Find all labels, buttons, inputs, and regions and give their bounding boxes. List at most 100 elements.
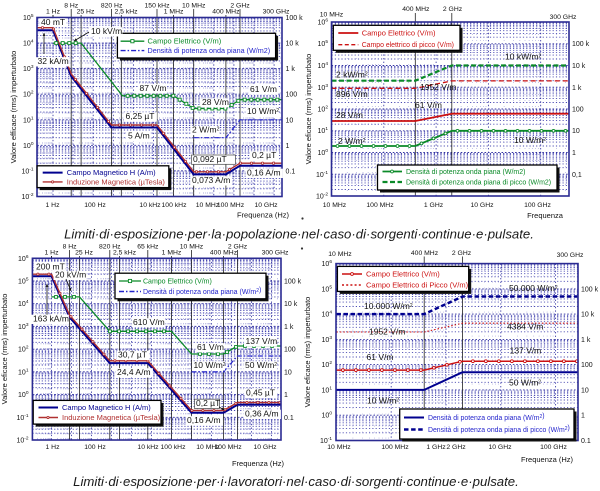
svg-text:101: 101 [318,126,329,135]
svg-text:25 Hz: 25 Hz [77,9,95,16]
svg-text:1 Hz: 1 Hz [46,9,61,16]
svg-text:1 MHz: 1 MHz [162,250,182,257]
svg-text:61 V/m: 61 V/m [197,342,224,352]
svg-text:10 kHz: 10 kHz [139,202,161,209]
svg-text:6,25 µT: 6,25 µT [126,111,155,121]
svg-text:0,36 A/m: 0,36 A/m [245,409,279,419]
svg-text:0.1: 0.1 [284,415,294,422]
svg-text:50.000 W/m2: 50.000 W/m2 [509,283,558,293]
svg-text:4384 V/m: 4384 V/m [507,322,543,332]
svg-text:10 MHz: 10 MHz [320,12,344,19]
svg-text:100 k: 100 k [572,41,590,48]
svg-text:2 GHz: 2 GHz [452,250,472,257]
svg-text:100: 100 [581,362,593,369]
svg-text:10: 10 [286,117,294,124]
svg-text:163 kA/m: 163 kA/m [33,314,69,324]
svg-text:100: 100 [572,107,584,114]
svg-text:1 Hz: 1 Hz [46,444,61,451]
svg-text:Frequenza: Frequenza [527,211,564,220]
svg-text:1 k: 1 k [284,324,294,331]
svg-text:103: 103 [18,322,29,331]
svg-text:100: 100 [318,148,329,157]
svg-text:10 GHz: 10 GHz [470,202,494,209]
svg-text:1952 V/m: 1952 V/m [420,82,456,92]
svg-text:0,16 A/m: 0,16 A/m [187,415,221,425]
svg-text:101: 101 [18,367,29,376]
svg-text:0,2 µT: 0,2 µT [252,150,276,160]
svg-text:300 GHz: 300 GHz [557,252,584,259]
svg-text:100 MHz: 100 MHz [217,202,245,209]
svg-text:0.1: 0.1 [286,168,296,175]
svg-text:10 kHz: 10 kHz [137,444,159,451]
svg-text:820 Hz: 820 Hz [99,244,121,251]
svg-text:105: 105 [23,13,34,22]
svg-text:2 GHz: 2 GHz [228,244,248,251]
svg-text:106: 106 [322,259,333,268]
svg-text:106: 106 [318,18,329,27]
svg-text:100: 100 [18,390,29,399]
svg-text:10: 10 [572,128,580,135]
svg-text:0,092 µT: 0,092 µT [193,154,227,164]
svg-text:1 Hz: 1 Hz [45,250,60,257]
svg-text:400 MHz: 400 MHz [411,250,439,257]
svg-text:103: 103 [318,83,329,92]
svg-text:1 Hz: 1 Hz [46,202,61,209]
svg-text:102: 102 [18,345,29,354]
svg-text:100 GHz: 100 GHz [524,202,551,209]
svg-text:200 mT: 200 mT [36,261,65,271]
svg-text:Campo Elettrico (V/m): Campo Elettrico (V/m) [148,37,222,46]
svg-text:Valore eficace (rms) imperturb: Valore eficace (rms) imperturbato [303,297,312,408]
svg-text:300 GHz: 300 GHz [262,250,289,257]
svg-text:Frequenza (Hz): Frequenza (Hz) [521,455,574,464]
svg-text:105: 105 [318,39,329,48]
svg-text:10 W/m2: 10 W/m2 [514,135,546,145]
svg-text:Valore eficace (rms) imperturb: Valore eficace (rms) imperturbato [0,294,9,405]
svg-text:Campo elettrico di picco (V/m): Campo elettrico di picco (V/m) [362,42,454,49]
svg-text:100 kHz: 100 kHz [161,444,187,451]
svg-text:61 V/m: 61 V/m [367,352,394,362]
svg-text:102: 102 [23,90,34,99]
svg-text:896 V/m: 896 V/m [336,89,368,99]
svg-text:10 MHz: 10 MHz [182,3,206,10]
svg-text:0,073 A/m: 0,073 A/m [192,175,230,185]
svg-text:Campo Elettrico (V/m): Campo Elettrico (V/m) [362,29,436,38]
svg-text:1 k: 1 k [581,337,591,344]
svg-text:10 MHz: 10 MHz [327,444,351,451]
svg-text:10.000 W/m2: 10.000 W/m2 [364,301,413,311]
svg-text:10 W/m2: 10 W/m2 [194,360,226,370]
svg-text:10 k: 10 k [581,312,595,319]
svg-text:Campo Elettrico di Picco (V/m): Campo Elettrico di Picco (V/m) [366,281,469,290]
svg-text:10 k: 10 k [284,301,298,308]
svg-text:0,1: 0,1 [572,172,582,179]
svg-text:150 kHz: 150 kHz [145,3,171,10]
svg-text:300 GHz: 300 GHz [550,14,577,21]
svg-text:0,45 µT: 0,45 µT [246,388,275,398]
svg-text:2 GHz: 2 GHz [230,3,250,10]
svg-text:101: 101 [322,385,333,394]
svg-text:100 MHz: 100 MHz [381,444,409,451]
svg-text:1: 1 [286,143,290,150]
svg-text:Campo Magnetico H (A/m): Campo Magnetico H (A/m) [67,168,156,177]
svg-text:10 MHz: 10 MHz [196,444,220,451]
svg-text:61 V/m: 61 V/m [250,84,277,94]
svg-text:100 k: 100 k [286,15,304,22]
svg-text:105: 105 [18,277,29,286]
svg-text:Induzione Magnetica (µTesla): Induzione Magnetica (µTesla) [67,177,166,186]
svg-text:400 MHz: 400 MHz [402,6,430,13]
svg-text:100 Hz: 100 Hz [84,444,106,451]
svg-text:10 W/m2: 10 W/m2 [247,106,279,116]
svg-text:10-1: 10-1 [316,170,328,179]
svg-text:105: 105 [322,284,333,293]
svg-text:1 GHz: 1 GHz [426,444,446,451]
svg-text:Induzione Magnetica (µTesla): Induzione Magnetica (µTesla) [62,413,161,422]
svg-text:10 MHz: 10 MHz [323,202,347,209]
svg-text:10-1: 10-1 [16,413,28,422]
svg-text:Limiti·di·esposizione·per·i·la: Limiti·di·esposizione·per·i·lavoratori·n… [73,474,519,489]
svg-text:61 V/m: 61 V/m [415,100,442,110]
svg-text:Frequenza (Hz): Frequenza (Hz) [232,459,285,468]
svg-text:1 GHz: 1 GHz [424,202,444,209]
svg-text:30,7 µT: 30,7 µT [118,350,147,360]
svg-text:100: 100 [322,411,333,420]
svg-text:28 V/m: 28 V/m [336,110,363,120]
svg-text:104: 104 [318,61,329,70]
